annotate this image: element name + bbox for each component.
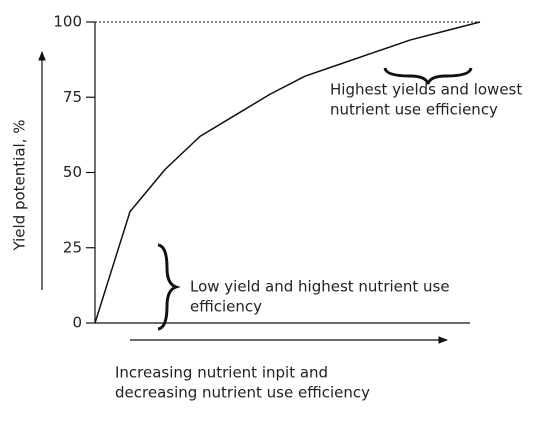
y-tick-label: 75 <box>63 88 82 106</box>
annotation: nutrient use efficiency <box>330 101 498 119</box>
brace <box>383 67 473 85</box>
y-tick-label: 100 <box>53 13 82 31</box>
y-tick-label: 25 <box>63 238 82 256</box>
y-axis-label: Yield potential, % <box>11 120 29 252</box>
annotation: Highest yields and lowest <box>330 81 522 99</box>
y-tick-label: 0 <box>72 314 82 332</box>
annotation: efficiency <box>190 298 262 316</box>
annotation: Low yield and highest nutrient use <box>190 278 450 296</box>
y-tick-label: 50 <box>63 163 82 181</box>
x-axis-label: decreasing nutrient use efficiency <box>115 384 370 402</box>
curve <box>94 21 481 324</box>
x-axis-label: Increasing nutrient inpit and <box>115 364 328 382</box>
brace <box>157 243 181 331</box>
